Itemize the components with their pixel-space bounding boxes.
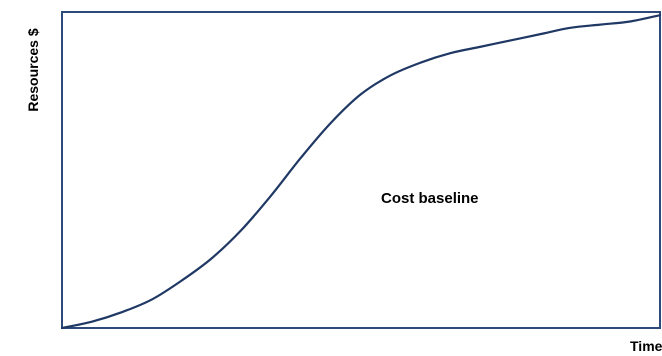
annotation-cost-baseline: Cost baseline	[381, 190, 479, 207]
x-axis-label: Time	[630, 338, 662, 354]
plot-frame	[61, 11, 661, 329]
y-axis-label: Resources $	[25, 28, 41, 111]
series-line-cost-baseline	[60, 14, 662, 330]
